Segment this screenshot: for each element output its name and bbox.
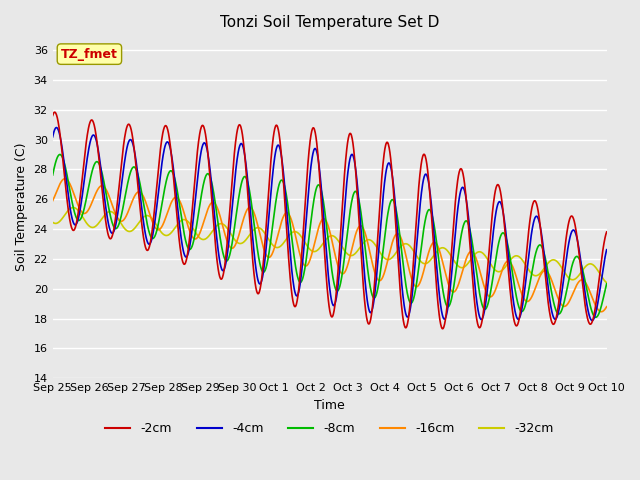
Title: Tonzi Soil Temperature Set D: Tonzi Soil Temperature Set D (220, 15, 439, 30)
Y-axis label: Soil Temperature (C): Soil Temperature (C) (15, 143, 28, 271)
Text: TZ_fmet: TZ_fmet (61, 48, 118, 60)
X-axis label: Time: Time (314, 398, 345, 411)
Legend: -2cm, -4cm, -8cm, -16cm, -32cm: -2cm, -4cm, -8cm, -16cm, -32cm (100, 418, 559, 441)
